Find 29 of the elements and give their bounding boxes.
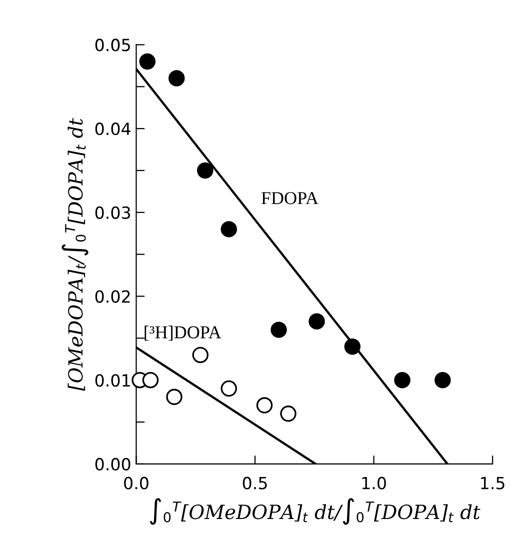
y-tick-label: 0.01 (95, 374, 130, 387)
y-tick-label: 0.00 (95, 458, 130, 471)
point (142, 372, 159, 388)
x-tick-label: 0.0 (124, 476, 148, 490)
point (220, 380, 237, 397)
y-tick-label: 0.05 (95, 38, 130, 52)
point (139, 53, 156, 70)
point (434, 372, 451, 388)
y-tick-label: 0.03 (95, 206, 130, 219)
y-tick-label: 0.04 (95, 122, 130, 136)
point (166, 388, 182, 406)
x-tick-label: 0.5 (242, 476, 267, 490)
point (270, 322, 287, 338)
series-label: FDOPA (261, 192, 318, 204)
text: ∫$_{0}$$^{T}$[OMeDOPA]$_{t}$ dt/∫$_{0}$$^{T}$[DOPA]$_{t}$ dt (150, 498, 480, 525)
x-tick-label: 1.5 (481, 476, 504, 490)
y-axis-title: [OMeDOPA]$_{t}$/∫$_{0}$$^{T}$[DOPA]$_{t}$ dt (62, 118, 88, 391)
point (168, 70, 185, 86)
point (394, 372, 410, 388)
x-tick-label: 1.0 (362, 476, 386, 490)
point (192, 346, 208, 364)
point (280, 406, 296, 422)
series-label: [³H]DOPA (144, 326, 222, 341)
point (220, 221, 237, 238)
point (308, 313, 325, 330)
point (256, 397, 273, 414)
point (197, 162, 214, 179)
y-tick-label: 0.02 (95, 290, 130, 303)
point (344, 338, 361, 355)
